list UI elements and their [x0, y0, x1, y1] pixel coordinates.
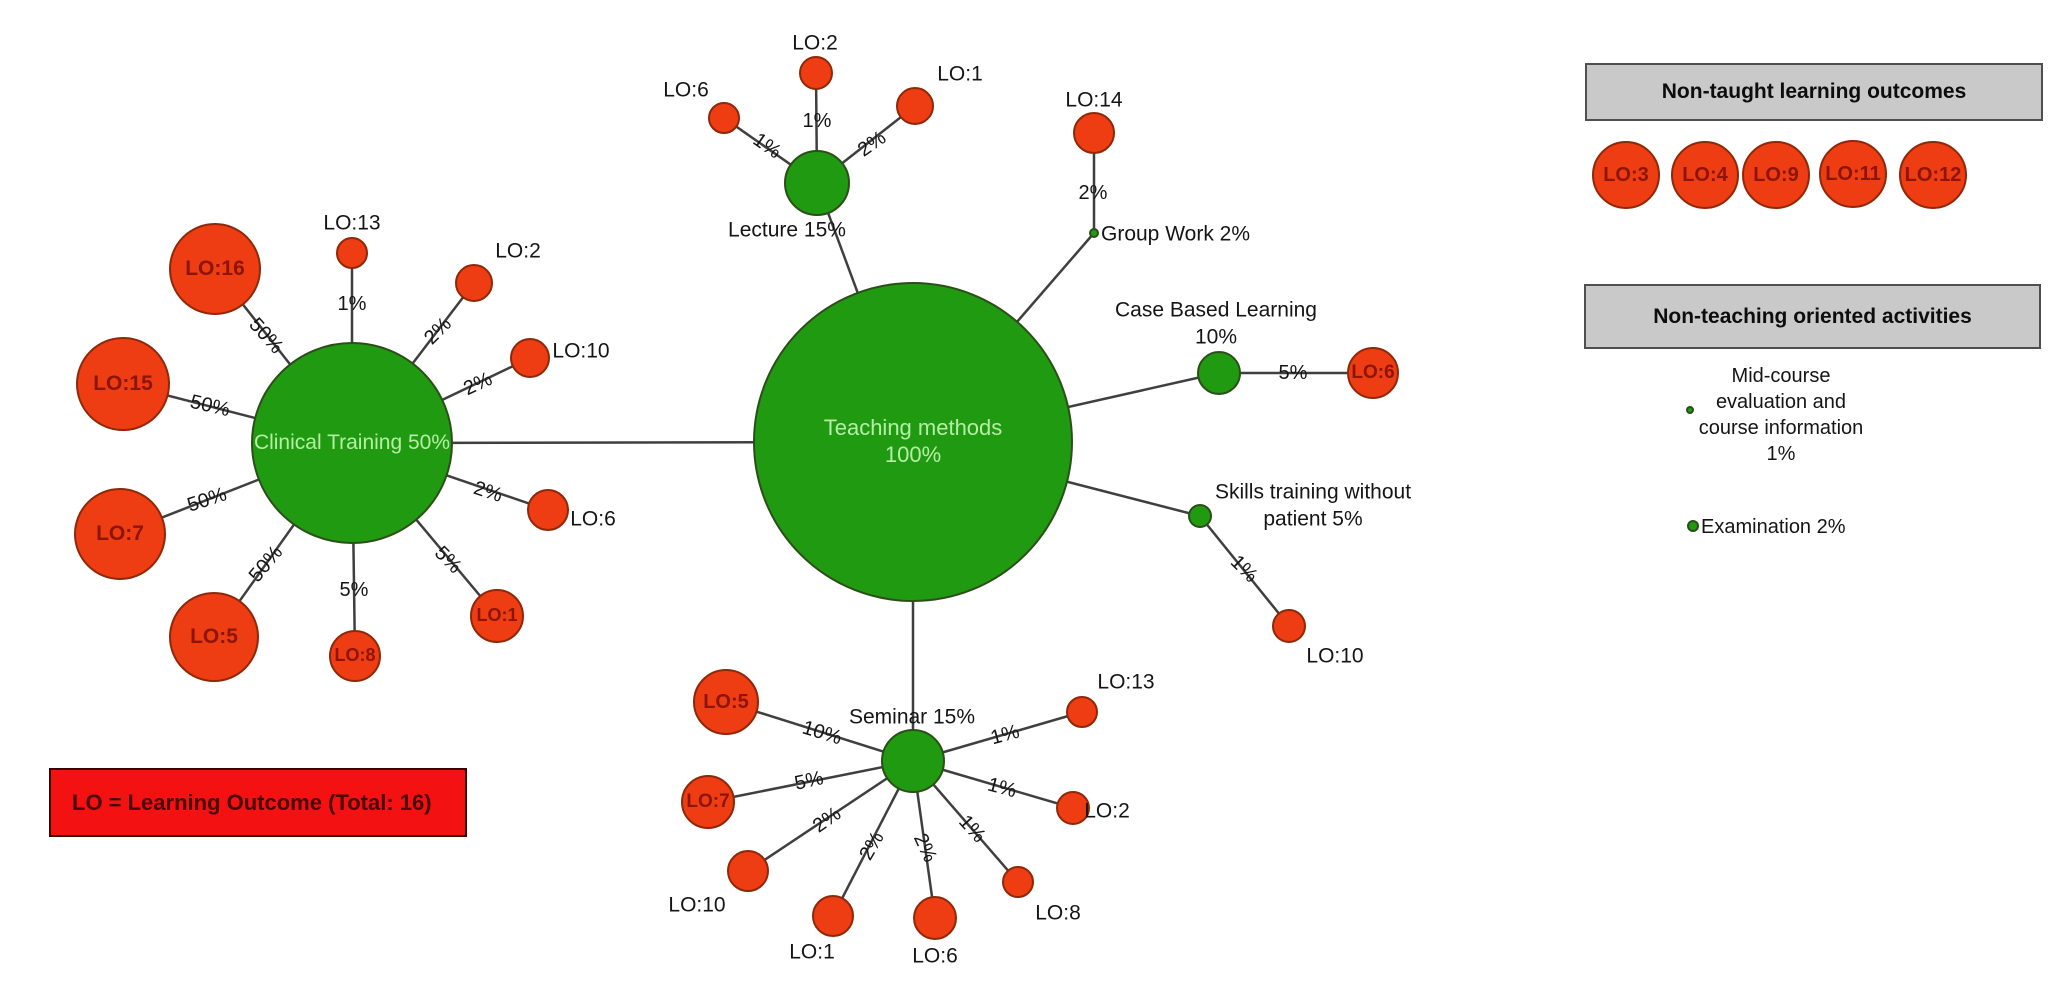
- skills-lo10-node: [1272, 609, 1306, 643]
- non-teaching-panel-header: Non-teaching oriented activities: [1584, 284, 2041, 349]
- group-work-label: Group Work 2%: [1101, 222, 1250, 246]
- group-work-lo14-node: [1073, 112, 1115, 154]
- seminar-label: Seminar 15%: [848, 705, 976, 729]
- clinical-lo1-node: LO:1: [470, 589, 524, 643]
- lo-label: LO:2: [1084, 799, 1130, 823]
- group-work-node: [1089, 228, 1099, 238]
- clinical-lo16-node: LO:16: [169, 223, 261, 315]
- lecture-lo2-node: [799, 56, 833, 90]
- lo-label: LO:6: [663, 78, 709, 102]
- edge-skills-training--skills-lo10: [1199, 515, 1290, 627]
- lo-label: LO:14: [1065, 88, 1123, 112]
- seminar-lo10-node: [727, 850, 769, 892]
- examination-activity-label: Examination 2%: [1701, 516, 1846, 538]
- clinical-lo15-node: LO:15: [76, 337, 170, 431]
- seminar-lo1-node: [812, 895, 854, 937]
- midcourse-activity-label: Mid-course evaluation and course informa…: [1698, 365, 1864, 465]
- lo-label: LO:13: [323, 211, 381, 235]
- cbl-lo6-node: LO:6: [1347, 347, 1399, 399]
- legend-box: LO = Learning Outcome (Total: 16): [49, 768, 467, 837]
- lo-label: LO:10: [1306, 644, 1364, 668]
- clinical-lo10-node: [510, 338, 550, 378]
- edge-percent-label: 5%: [1278, 362, 1308, 384]
- lo-label: LO:13: [1097, 670, 1155, 694]
- skills-training-label: Skills training without patient 5%: [1214, 480, 1412, 531]
- seminar-lo5-node: LO:5: [693, 669, 759, 735]
- seminar-lo6-node: [913, 896, 957, 940]
- lecture-node: [784, 150, 850, 216]
- edge-seminar--seminar-lo7: [707, 759, 914, 804]
- seminar-lo13-node: [1066, 696, 1098, 728]
- lo-label: LO:2: [792, 31, 838, 55]
- non-taught-lo3-node: LO:3: [1592, 141, 1660, 209]
- lecture-lo6-node: [708, 102, 740, 134]
- clinical-lo2-node: [455, 264, 493, 302]
- seminar-lo2-node: [1056, 791, 1090, 825]
- lo-label: LO:1: [789, 940, 835, 964]
- lecture-lo1-node: [896, 87, 934, 125]
- lo-label: LO:2: [495, 239, 541, 263]
- non-taught-lo9-node: LO:9: [1742, 141, 1810, 209]
- non-taught-lo4-node: LO:4: [1671, 141, 1739, 209]
- examination-dot-node: [1687, 520, 1699, 532]
- clinical-lo8-node: LO:8: [329, 630, 381, 682]
- non-taught-lo12-node: LO:12: [1899, 141, 1967, 209]
- lecture-label: Lecture 15%: [728, 218, 846, 242]
- clinical-lo13-node: [336, 237, 368, 269]
- lo-label: LO:1: [937, 62, 983, 86]
- seminar-lo7-node: LO:7: [681, 775, 735, 829]
- case-based-learning-label: Case Based Learning 10%: [1115, 298, 1317, 349]
- seminar-lo8-node: [1002, 866, 1034, 898]
- lo-label: LO:8: [1035, 901, 1081, 925]
- lo-label: LO:10: [552, 339, 610, 363]
- non-taught-panel-header: Non-taught learning outcomes: [1585, 63, 2043, 121]
- lo-label: LO:6: [912, 944, 958, 968]
- lo-label: LO:6: [570, 507, 616, 531]
- non-taught-lo11-node: LO:11: [1819, 140, 1887, 208]
- clinical-training-node: Clinical Training 50%: [251, 342, 453, 544]
- edge-percent-label: 1%: [802, 110, 832, 132]
- clinical-lo6-node: [527, 489, 569, 531]
- edge-percent-label: 1%: [337, 293, 367, 315]
- clinical-lo5-node: LO:5: [169, 592, 259, 682]
- skills-training-node: [1188, 504, 1212, 528]
- case-based-learning-node: [1197, 351, 1241, 395]
- edge-percent-label: 5%: [339, 579, 369, 601]
- edge-seminar--seminar-lo10: [747, 759, 914, 873]
- seminar-node: [881, 729, 945, 793]
- lo-label: LO:10: [668, 893, 726, 917]
- edge-percent-label: 2%: [1078, 182, 1108, 204]
- teaching-methods-node: Teaching methods 100%: [753, 282, 1073, 602]
- midcourse-dot-node: [1686, 406, 1694, 414]
- clinical-lo7-node: LO:7: [74, 488, 166, 580]
